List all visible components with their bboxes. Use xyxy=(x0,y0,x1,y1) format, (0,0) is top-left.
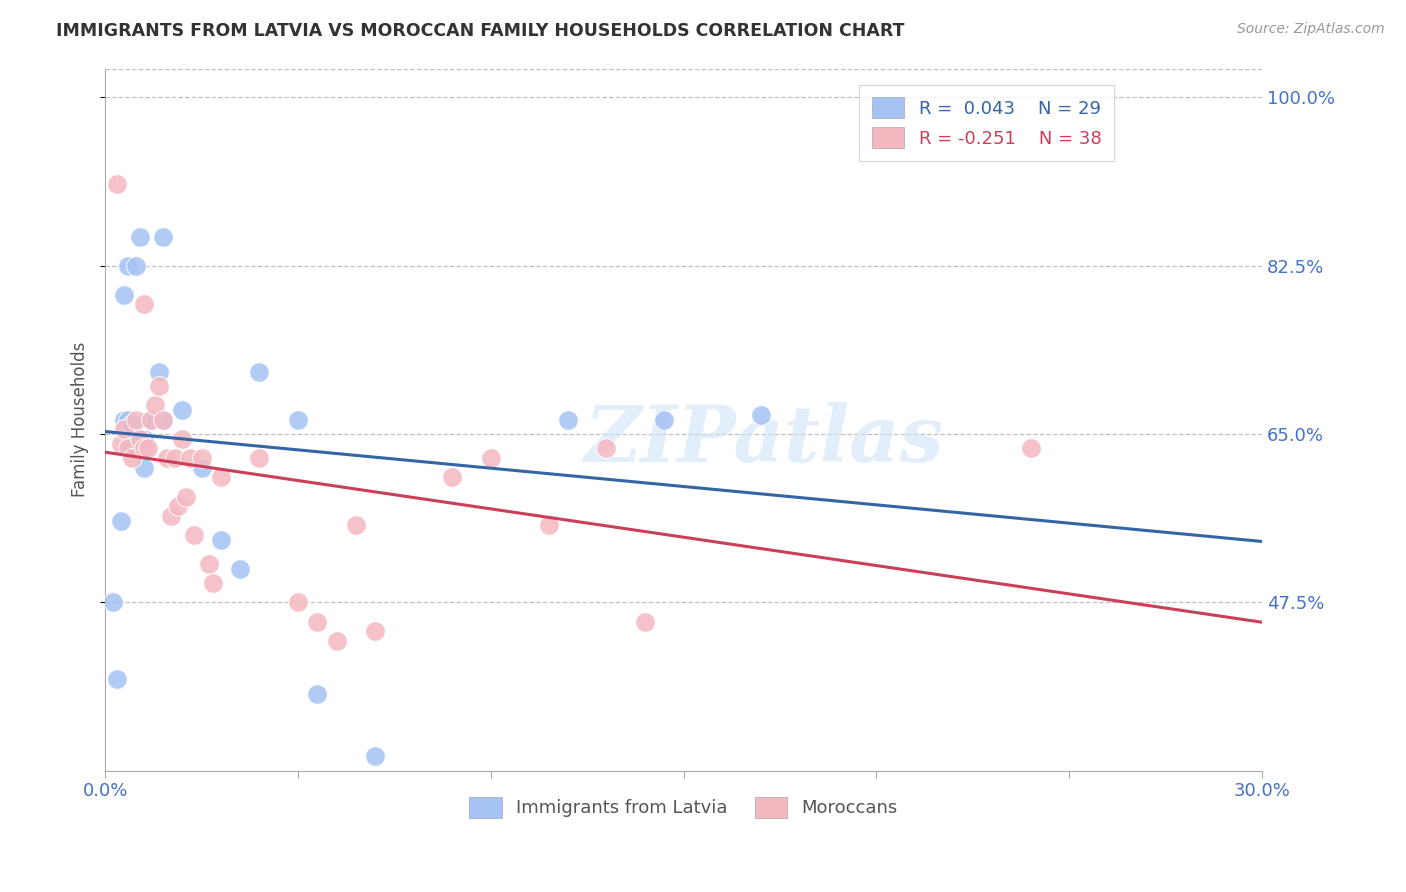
Point xyxy=(179,451,201,466)
Point xyxy=(117,442,139,456)
Point xyxy=(198,557,221,571)
Point xyxy=(114,422,136,436)
Point xyxy=(129,432,152,446)
Point xyxy=(132,432,155,446)
Point xyxy=(110,436,132,450)
Point xyxy=(249,451,271,466)
Point xyxy=(117,259,139,273)
Point xyxy=(307,687,329,701)
Point xyxy=(1019,442,1042,456)
Point xyxy=(132,460,155,475)
Point xyxy=(537,518,560,533)
Point xyxy=(125,412,148,426)
Point xyxy=(141,412,163,426)
Point xyxy=(143,398,166,412)
Text: IMMIGRANTS FROM LATVIA VS MOROCCAN FAMILY HOUSEHOLDS CORRELATION CHART: IMMIGRANTS FROM LATVIA VS MOROCCAN FAMIL… xyxy=(56,22,904,40)
Point xyxy=(595,442,617,456)
Point xyxy=(132,297,155,311)
Point xyxy=(152,230,174,244)
Point xyxy=(110,514,132,528)
Point xyxy=(114,287,136,301)
Point xyxy=(117,412,139,426)
Point xyxy=(125,432,148,446)
Point xyxy=(557,412,579,426)
Point xyxy=(307,615,329,629)
Point xyxy=(121,451,143,466)
Point xyxy=(287,595,309,609)
Text: ZIPatlas: ZIPatlas xyxy=(585,402,945,479)
Point xyxy=(121,417,143,432)
Point xyxy=(325,633,347,648)
Point xyxy=(172,403,194,417)
Point xyxy=(163,451,186,466)
Text: Source: ZipAtlas.com: Source: ZipAtlas.com xyxy=(1237,22,1385,37)
Point xyxy=(183,528,205,542)
Point xyxy=(101,595,124,609)
Point xyxy=(156,451,179,466)
Point xyxy=(121,436,143,450)
Point xyxy=(209,470,232,484)
Point xyxy=(287,412,309,426)
Point xyxy=(141,412,163,426)
Point xyxy=(364,749,387,764)
Point xyxy=(190,451,212,466)
Point xyxy=(441,470,464,484)
Point xyxy=(136,442,159,456)
Point xyxy=(148,364,170,378)
Point xyxy=(344,518,367,533)
Point xyxy=(129,230,152,244)
Point xyxy=(125,259,148,273)
Point xyxy=(105,673,128,687)
Point xyxy=(174,490,197,504)
Point xyxy=(159,508,181,523)
Point xyxy=(634,615,657,629)
Point xyxy=(749,408,772,422)
Y-axis label: Family Households: Family Households xyxy=(72,342,89,498)
Point xyxy=(209,533,232,547)
Point xyxy=(152,412,174,426)
Point xyxy=(249,364,271,378)
Legend: Immigrants from Latvia, Moroccans: Immigrants from Latvia, Moroccans xyxy=(463,789,905,825)
Point xyxy=(105,177,128,191)
Point xyxy=(114,412,136,426)
Point xyxy=(172,432,194,446)
Point xyxy=(190,460,212,475)
Point xyxy=(229,562,252,576)
Point xyxy=(479,451,502,466)
Point xyxy=(148,379,170,393)
Point xyxy=(132,442,155,456)
Point xyxy=(652,412,675,426)
Point xyxy=(364,624,387,639)
Point xyxy=(167,499,190,513)
Point xyxy=(202,576,225,591)
Point xyxy=(152,412,174,426)
